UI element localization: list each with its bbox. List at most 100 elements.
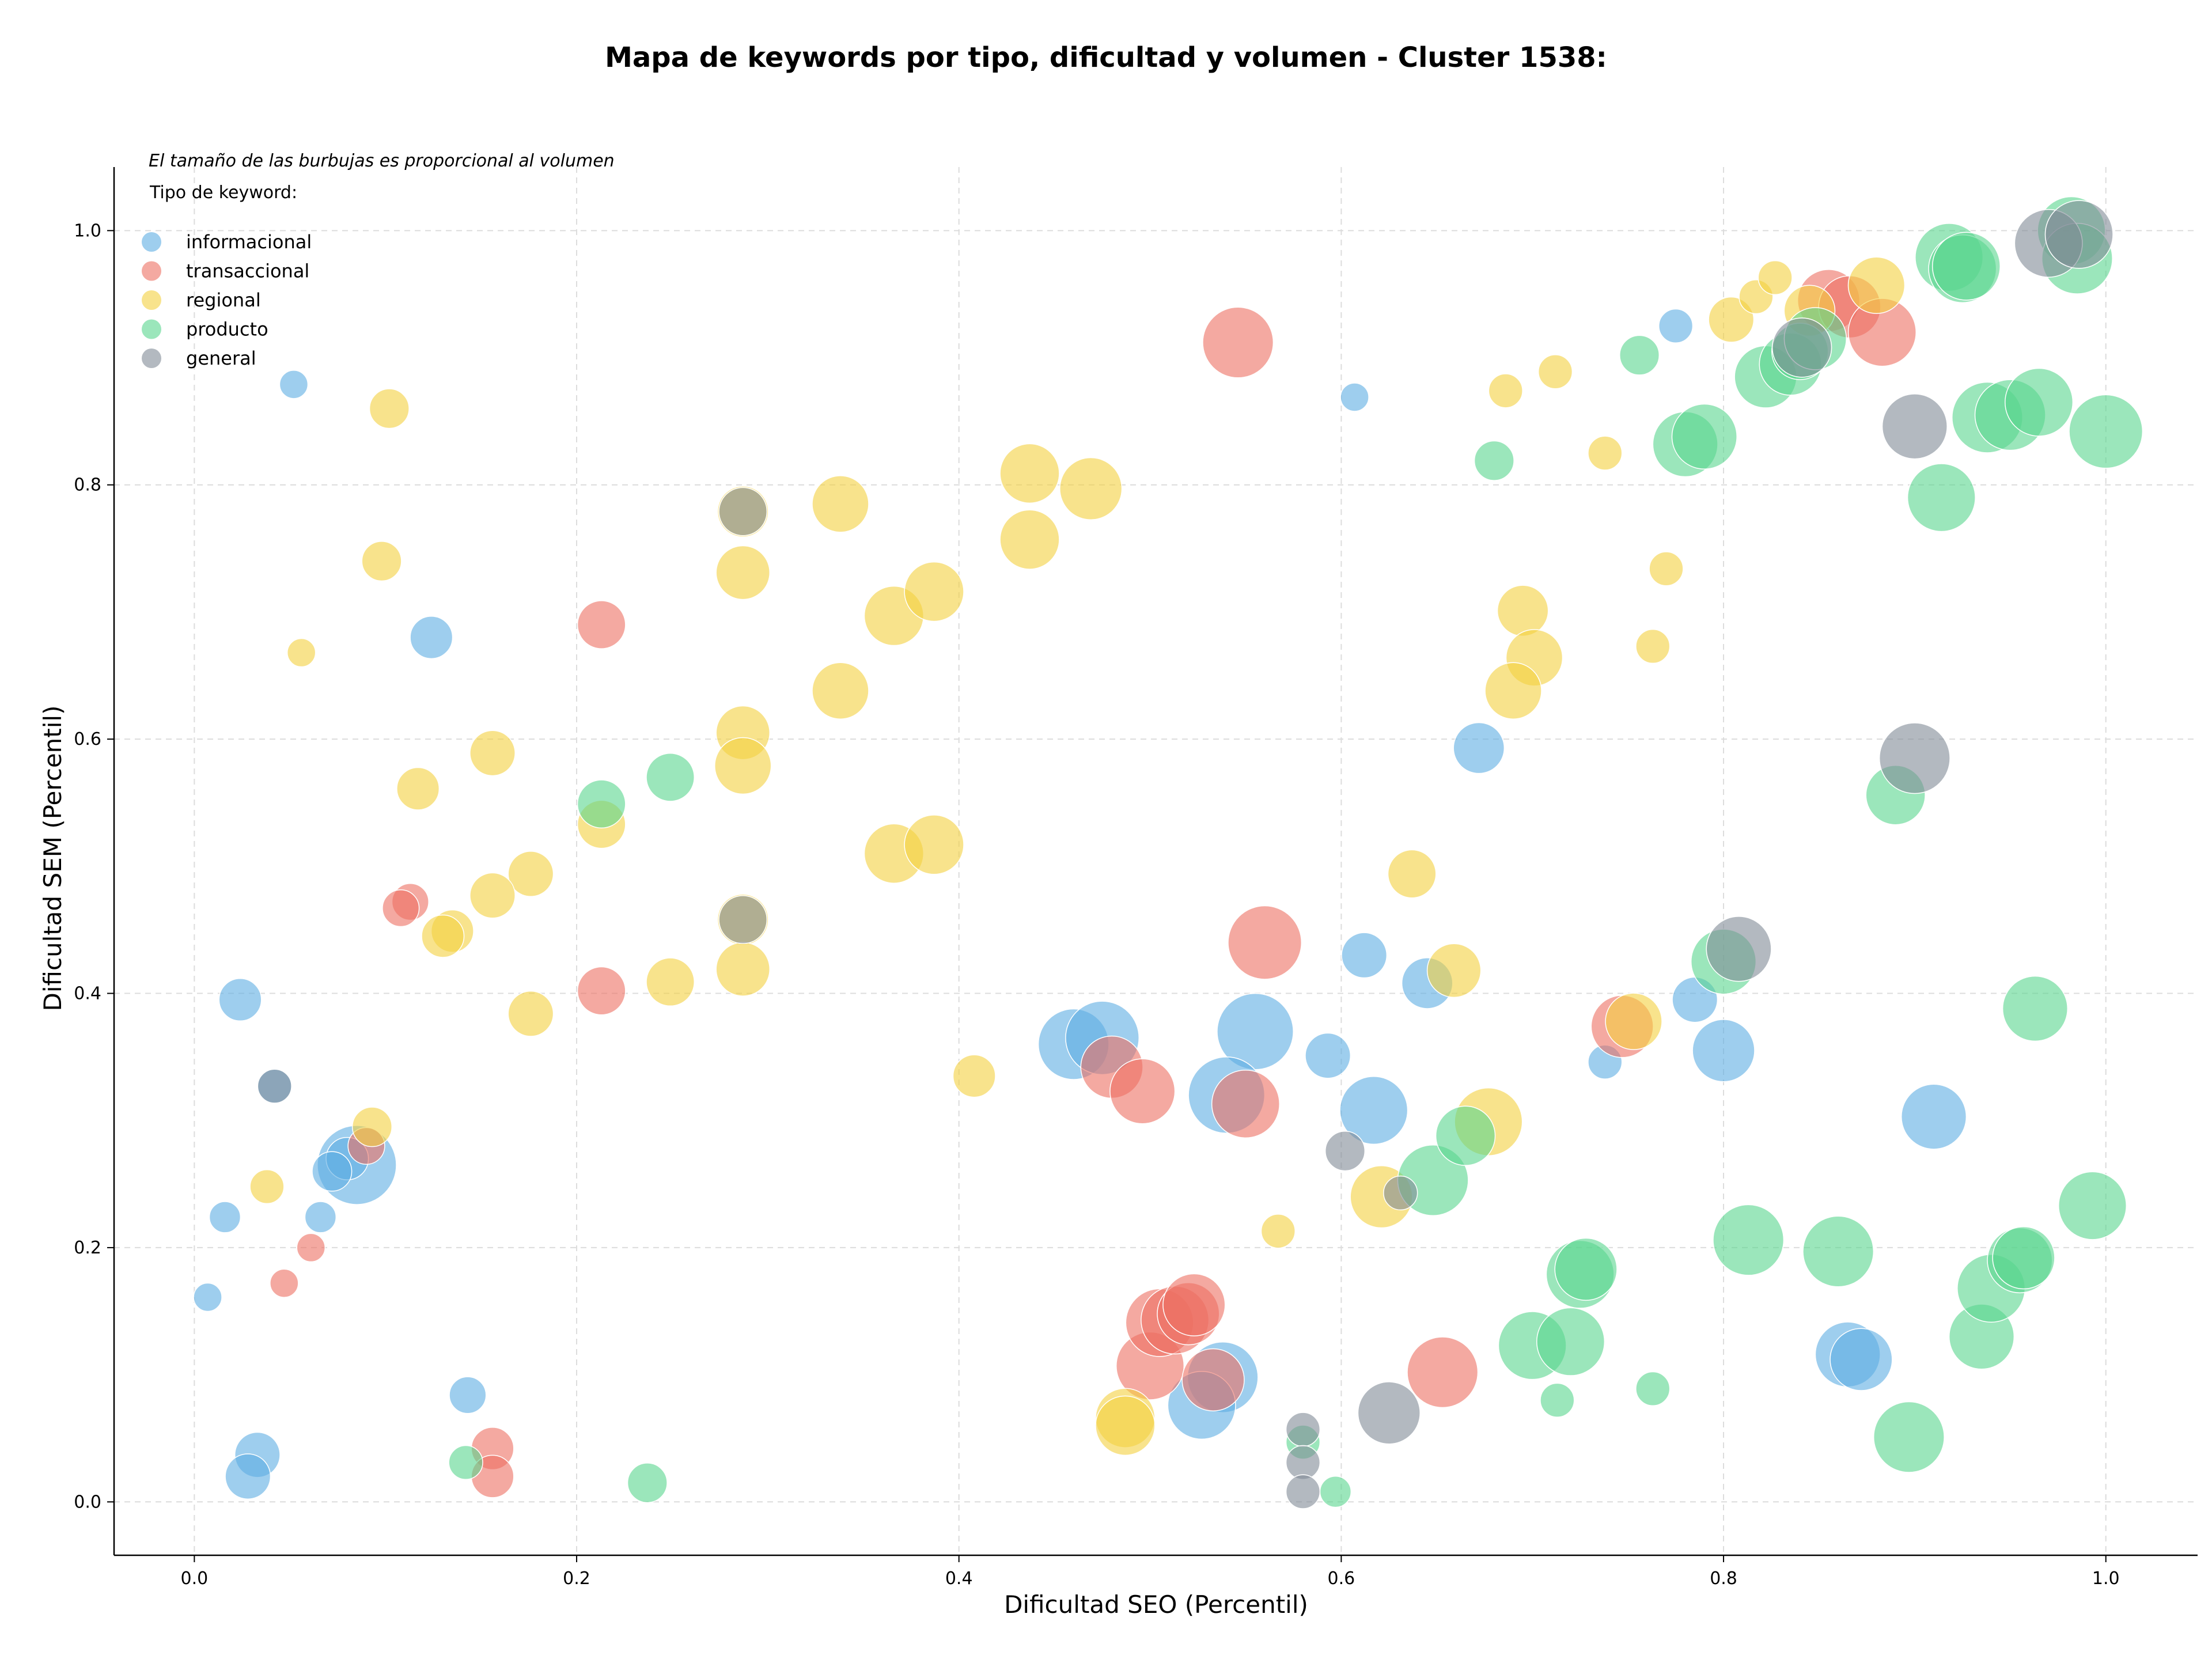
bubble-informacional[interactable] — [449, 1376, 487, 1414]
bubble-regional[interactable] — [904, 561, 964, 622]
bubble-informacional[interactable] — [1658, 308, 1694, 344]
bubble-producto[interactable] — [646, 752, 695, 802]
bubble-transaccional[interactable] — [1407, 1336, 1479, 1408]
bubble-transaccional[interactable] — [296, 1233, 326, 1263]
bubble-regional[interactable] — [1537, 354, 1573, 389]
bubble-transaccional[interactable] — [1211, 1069, 1281, 1139]
bubble-regional[interactable] — [1260, 1214, 1296, 1249]
bubble-producto[interactable] — [1435, 1105, 1496, 1166]
bubble-general[interactable] — [1771, 317, 1832, 378]
bubble-regional[interactable] — [469, 872, 516, 919]
bubble-informacional[interactable] — [279, 370, 309, 399]
bubble-producto[interactable] — [1474, 440, 1514, 481]
bubble-general[interactable] — [2044, 200, 2113, 269]
bubble-producto[interactable] — [2069, 394, 2143, 469]
bubble-regional[interactable] — [999, 443, 1060, 504]
bubble-regional[interactable] — [715, 942, 771, 997]
bubble-regional[interactable] — [1635, 628, 1671, 664]
bubble-regional[interactable] — [999, 509, 1060, 570]
bubble-producto[interactable] — [1619, 335, 1660, 376]
bubble-producto[interactable] — [1907, 463, 1976, 532]
bubble-informacional[interactable] — [1830, 1328, 1893, 1391]
bubble-general[interactable] — [1285, 1474, 1321, 1509]
bubble-transaccional[interactable] — [577, 966, 626, 1016]
bubble-transaccional[interactable] — [1202, 306, 1274, 378]
bubble-general[interactable] — [1285, 1412, 1321, 1447]
bubble-general[interactable] — [1878, 722, 1950, 794]
bubble-producto[interactable] — [2005, 368, 2074, 437]
bubble-general[interactable] — [1881, 393, 1948, 460]
bubble-regional[interactable] — [507, 990, 554, 1037]
bubble-regional[interactable] — [1059, 457, 1123, 521]
bubble-regional[interactable] — [1095, 1395, 1156, 1456]
bubble-producto[interactable] — [2002, 975, 2069, 1042]
bubble-regional[interactable] — [812, 475, 869, 533]
bubble-informacional[interactable] — [193, 1282, 222, 1312]
bubble-regional[interactable] — [361, 541, 402, 582]
bubble-producto[interactable] — [627, 1463, 668, 1503]
bubble-informacional[interactable] — [312, 1151, 353, 1192]
bubble-transaccional[interactable] — [270, 1268, 299, 1298]
bubble-general[interactable] — [718, 487, 768, 536]
bubble-regional[interactable] — [369, 388, 410, 429]
bubble-transaccional[interactable] — [1181, 1348, 1245, 1412]
bubble-regional[interactable] — [812, 662, 869, 720]
bubble-informacional[interactable] — [1453, 722, 1505, 774]
bubble-regional[interactable] — [1588, 435, 1623, 471]
bubble-regional[interactable] — [507, 851, 554, 897]
bubble-informacional[interactable] — [1692, 1019, 1755, 1082]
bubble-regional[interactable] — [249, 1169, 285, 1204]
bubble-regional[interactable] — [1605, 993, 1662, 1050]
bubble-producto[interactable] — [1992, 1226, 2055, 1290]
bubble-producto[interactable] — [1554, 1237, 1618, 1301]
bubble-general[interactable] — [1324, 1131, 1366, 1172]
bubble-regional[interactable] — [1484, 662, 1542, 720]
bubble-regional[interactable] — [351, 1107, 393, 1147]
bubble-informacional[interactable] — [1340, 382, 1369, 412]
bubble-informacional[interactable] — [209, 1201, 241, 1233]
bubble-producto[interactable] — [448, 1445, 483, 1480]
bubble-general[interactable] — [257, 1069, 292, 1104]
bubble-general[interactable] — [718, 895, 768, 944]
bubble-regional[interactable] — [1708, 296, 1755, 343]
bubble-transaccional[interactable] — [577, 600, 626, 649]
bubble-general[interactable] — [1285, 1445, 1321, 1480]
bubble-regional[interactable] — [1847, 256, 1906, 314]
bubble-regional[interactable] — [1649, 551, 1684, 586]
bubble-regional[interactable] — [1758, 260, 1793, 296]
bubble-producto[interactable] — [1802, 1215, 1874, 1287]
bubble-informacional[interactable] — [1900, 1084, 1967, 1150]
bubble-general[interactable] — [1383, 1175, 1418, 1211]
bubble-producto[interactable] — [1635, 1371, 1671, 1407]
bubble-informacional[interactable] — [218, 978, 262, 1022]
bubble-producto[interactable] — [2058, 1171, 2127, 1240]
bubble-regional[interactable] — [904, 815, 964, 875]
bubble-regional[interactable] — [469, 730, 516, 776]
bubble-transaccional[interactable] — [1109, 1058, 1176, 1124]
bubble-informacional[interactable] — [410, 616, 453, 660]
bubble-producto[interactable] — [1319, 1475, 1352, 1508]
bubble-regional[interactable] — [1488, 373, 1523, 408]
bubble-informacional[interactable] — [1305, 1032, 1351, 1079]
bubble-regional[interactable] — [1387, 849, 1437, 899]
bubble-regional[interactable] — [286, 638, 316, 668]
bubble-general[interactable] — [1706, 916, 1772, 982]
bubble-regional[interactable] — [646, 957, 695, 1007]
bubble-regional[interactable] — [714, 737, 772, 795]
bubble-producto[interactable] — [1671, 403, 1737, 469]
bubble-regional[interactable] — [1497, 585, 1549, 637]
bubble-regional[interactable] — [396, 767, 440, 810]
bubble-informacional[interactable] — [1339, 1076, 1408, 1145]
bubble-informacional[interactable] — [1341, 932, 1388, 979]
bubble-transaccional[interactable] — [1162, 1273, 1226, 1336]
bubble-producto[interactable] — [1873, 1401, 1945, 1473]
bubble-producto[interactable] — [1540, 1382, 1575, 1418]
bubble-producto[interactable] — [577, 779, 626, 829]
bubble-transaccional[interactable] — [382, 889, 420, 927]
bubble-producto[interactable] — [1713, 1204, 1785, 1276]
bubble-informacional[interactable] — [225, 1453, 271, 1500]
bubble-regional[interactable] — [421, 914, 465, 958]
bubble-regional[interactable] — [952, 1054, 996, 1098]
bubble-producto[interactable] — [1536, 1307, 1605, 1376]
bubble-producto[interactable] — [1931, 232, 2001, 301]
